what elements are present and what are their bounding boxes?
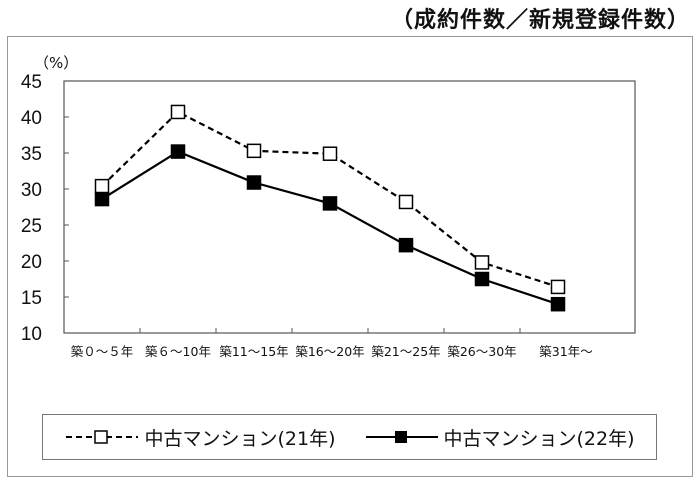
chart-frame <box>7 36 693 477</box>
y-tick-label: 35 <box>21 144 42 165</box>
legend-item-22: 中古マンション(22年) <box>364 424 635 451</box>
data-point <box>322 146 338 161</box>
series-line <box>101 150 559 306</box>
data-point <box>170 104 186 120</box>
data-point <box>550 296 566 312</box>
y-tick-label: 25 <box>21 216 42 237</box>
y-tick-label: 15 <box>21 288 42 309</box>
data-point <box>474 255 490 270</box>
legend-marker-open-square-icon <box>66 430 139 444</box>
data-point <box>322 196 338 211</box>
data-point <box>398 194 414 210</box>
x-tick-label: 築11～15年 <box>219 344 288 359</box>
data-point <box>550 279 566 295</box>
x-tick-label: 築16～20年 <box>295 344 364 359</box>
y-tick-label: 30 <box>21 180 42 201</box>
plot-area <box>63 80 636 334</box>
x-tick-label: 築21～25年 <box>371 344 440 359</box>
y-tick-label: 45 <box>21 72 42 93</box>
legend-label: 中古マンション(21年) <box>144 427 336 450</box>
legend: 中古マンション(21年) 中古マンション(22年) <box>42 414 657 460</box>
y-unit-label: （%） <box>34 54 78 72</box>
data-point <box>474 271 490 287</box>
y-tick-label: 10 <box>21 324 42 345</box>
chart-title: （成約件数／新規登録件数） <box>390 8 690 33</box>
data-point <box>398 237 414 253</box>
legend-marker-filled-square-icon <box>365 431 438 443</box>
data-point <box>94 178 110 194</box>
data-point <box>246 175 262 190</box>
x-tick-label: 築26～30年 <box>447 344 516 359</box>
legend-label: 中古マンション(22年) <box>443 427 635 450</box>
x-tick-label: 築６～10年 <box>145 344 211 359</box>
legend-item-21: 中古マンション(21年) <box>64 424 336 451</box>
y-tick-label: 40 <box>21 108 42 129</box>
data-point <box>94 191 110 207</box>
data-point <box>246 143 262 159</box>
x-tick-label: 築０～５年 <box>71 344 134 359</box>
x-tick-label: 築31年～ <box>539 344 592 359</box>
data-point <box>170 144 186 159</box>
y-tick-label: 20 <box>21 252 42 273</box>
